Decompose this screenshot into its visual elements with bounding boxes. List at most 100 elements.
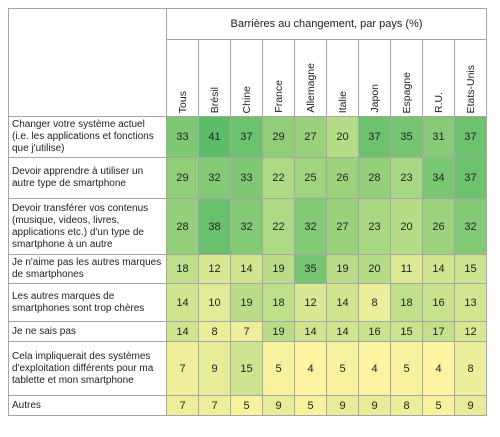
- value-cell: 22: [262, 157, 295, 199]
- value-cell: 14: [166, 321, 199, 342]
- value-cell: 18: [262, 283, 295, 322]
- value-cell: 34: [422, 157, 455, 199]
- value-cell: 8: [358, 283, 391, 322]
- value-cell: 32: [453, 198, 488, 255]
- value-cell: 19: [262, 254, 295, 284]
- value-cell: 16: [422, 283, 455, 322]
- country-header: France: [262, 39, 295, 117]
- corner: [8, 8, 167, 117]
- value-cell: 20: [358, 254, 391, 284]
- data-row: Devoir apprendre à utiliser un autre typ…: [8, 157, 488, 199]
- country-name: Allemagne: [304, 63, 317, 113]
- table-title: Barrières au changement, par pays (%): [165, 8, 488, 40]
- value-cell: 4: [422, 341, 455, 396]
- data-row: Cela impliquerait des systèmes d'exploit…: [8, 341, 488, 396]
- value-cell: 18: [166, 254, 199, 284]
- value-cell: 37: [453, 157, 488, 199]
- country-header: Etats-Unis: [453, 39, 488, 117]
- value-cell: 9: [198, 341, 231, 396]
- value-cell: 33: [166, 116, 199, 158]
- value-cell: 33: [230, 157, 263, 199]
- country-row: Tous Brésil Chine France Allemagne Italie Japo…: [9, 39, 488, 117]
- row-label: Changer votre système actuel (i.e. les a…: [8, 116, 167, 158]
- country-header: Japon: [358, 39, 391, 117]
- value-cell: 18: [390, 283, 423, 322]
- value-cell: 20: [326, 116, 359, 158]
- value-cell: 37: [230, 116, 263, 158]
- value-cell: 32: [198, 157, 231, 199]
- row-label: Autres: [8, 395, 167, 416]
- value-cell: 16: [358, 321, 391, 342]
- data-row: Autres 7 7 5 9 5 9 9 8 5 9: [8, 395, 488, 416]
- country-header: Italie: [326, 39, 359, 117]
- data-row: Devoir transférer vos contenus (musique,…: [8, 198, 488, 255]
- value-cell: 15: [390, 321, 423, 342]
- value-cell: 5: [262, 341, 295, 396]
- country-header: Tous: [166, 39, 199, 117]
- value-cell: 17: [422, 321, 455, 342]
- value-cell: 26: [326, 157, 359, 199]
- value-cell: 12: [294, 283, 327, 322]
- country-name: Italie: [336, 90, 349, 113]
- value-cell: 8: [453, 341, 488, 396]
- value-cell: 12: [453, 321, 488, 342]
- value-cell: 28: [358, 157, 391, 199]
- country-header: Brésil: [198, 39, 231, 117]
- value-cell: 14: [422, 254, 455, 284]
- country-header: R.U.: [422, 39, 455, 117]
- data-row: Je n'aime pas les autres marques de smar…: [8, 254, 488, 284]
- value-cell: 37: [453, 116, 488, 158]
- row-label: Cela impliquerait des systèmes d'exploit…: [8, 341, 167, 396]
- value-cell: 22: [262, 198, 295, 255]
- country-header: Espagne: [390, 39, 423, 117]
- value-cell: 4: [294, 341, 327, 396]
- value-cell: 5: [294, 395, 327, 416]
- value-cell: 15: [230, 341, 263, 396]
- value-cell: 7: [198, 395, 231, 416]
- value-cell: 31: [422, 116, 455, 158]
- value-cell: 37: [358, 116, 391, 158]
- value-cell: 14: [230, 254, 263, 284]
- country-name: Brésil: [208, 86, 221, 113]
- value-cell: 7: [166, 341, 199, 396]
- country-name: Etats-Unis: [464, 64, 477, 113]
- value-cell: 23: [358, 198, 391, 255]
- value-cell: 20: [390, 198, 423, 255]
- value-cell: 27: [326, 198, 359, 255]
- value-cell: 5: [422, 395, 455, 416]
- value-cell: 14: [294, 321, 327, 342]
- data-row: Changer votre système actuel (i.e. les a…: [8, 116, 488, 158]
- value-cell: 14: [326, 283, 359, 322]
- value-cell: 23: [390, 157, 423, 199]
- title-row: Barrières au changement, par pays (%): [8, 8, 488, 117]
- value-cell: 35: [294, 254, 327, 284]
- country-name: France: [272, 80, 285, 113]
- value-cell: 15: [453, 254, 488, 284]
- data-row: Je ne sais pas 14 8 7 19 14 14 16 15 17 12: [8, 321, 488, 342]
- value-cell: 5: [390, 341, 423, 396]
- value-cell: 29: [262, 116, 295, 158]
- country-header: Allemagne: [294, 39, 327, 117]
- value-cell: 9: [453, 395, 488, 416]
- value-cell: 35: [390, 116, 423, 158]
- value-cell: 12: [198, 254, 231, 284]
- value-cell: 5: [230, 395, 263, 416]
- row-label: Devoir transférer vos contenus (musique,…: [8, 198, 167, 255]
- country-name: Espagne: [400, 71, 413, 113]
- value-cell: 13: [453, 283, 488, 322]
- value-cell: 41: [198, 116, 231, 158]
- country-name: R.U.: [432, 92, 445, 113]
- value-cell: 14: [166, 283, 199, 322]
- value-cell: 25: [294, 157, 327, 199]
- value-cell: 32: [230, 198, 263, 255]
- value-cell: 32: [294, 198, 327, 255]
- row-label: Je n'aime pas les autres marques de smar…: [8, 254, 167, 284]
- heatmap-table: Barrières au changement, par pays (%) To…: [8, 8, 488, 416]
- value-cell: 19: [326, 254, 359, 284]
- value-cell: 26: [422, 198, 455, 255]
- value-cell: 29: [166, 157, 199, 199]
- value-cell: 7: [230, 321, 263, 342]
- value-cell: 8: [198, 321, 231, 342]
- value-cell: 4: [358, 341, 391, 396]
- country-header: Chine: [230, 39, 263, 117]
